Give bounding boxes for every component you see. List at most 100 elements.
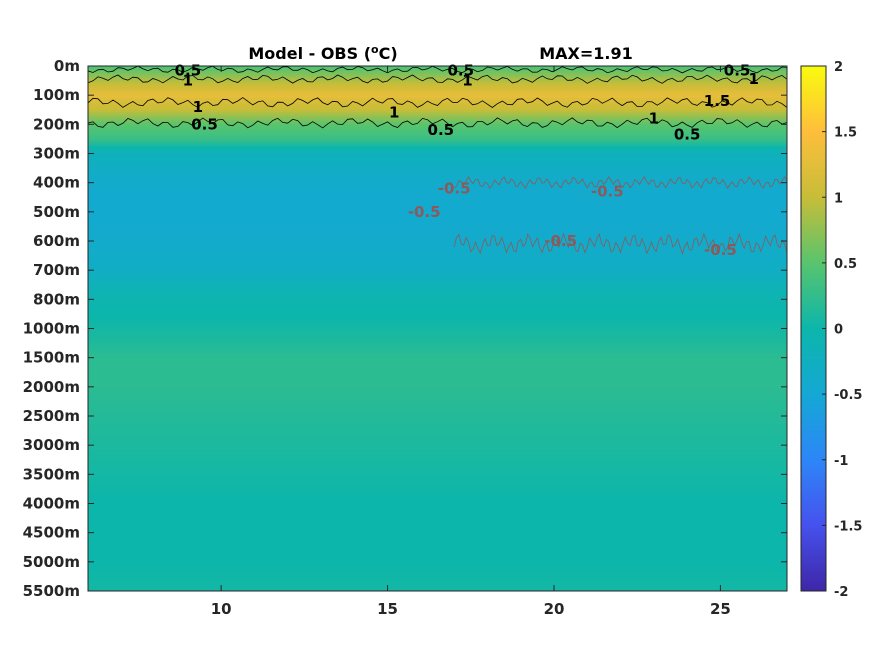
contour-label: -0.5 [704,241,737,259]
heatmap-band [88,318,787,325]
heatmap-band [88,552,787,558]
contour-label: 0.5 [428,121,455,139]
heatmap-band [88,459,787,466]
heatmap-band [88,70,787,74]
heatmap-band [88,542,787,548]
heatmap-band [88,134,787,138]
heatmap-band [88,381,787,388]
heatmap-band [88,469,787,475]
y-tick-label: 4000m [23,495,80,513]
heatmap-band [88,153,787,159]
heatmap-band [88,513,787,519]
heatmap-band [88,131,787,135]
heatmap-band [88,464,787,471]
y-tick-label: 200m [33,115,80,133]
y-tick-label: 5000m [23,553,80,571]
heatmap-band [88,236,787,242]
colorbar-tick-label: -1 [834,454,848,469]
heatmap-band [88,141,787,145]
heatmap-band [88,586,787,591]
heatmap-band [88,347,787,354]
contour-label: -0.5 [408,203,441,221]
heatmap-field [88,66,787,591]
contour-label: 0.5 [191,115,218,133]
heatmap-band [88,440,787,446]
colorbar-tick-label: 1.5 [834,126,857,141]
contour-line [453,232,787,255]
heatmap-band [88,143,787,147]
y-tick-label: 1000m [23,320,80,338]
heatmap-band [88,90,787,94]
colorbar [800,65,827,592]
heatmap-band [88,104,787,108]
colorbar-tick-label: 2 [834,60,843,75]
contour-label: 1 [193,98,203,116]
contour-label: 1 [389,104,399,122]
heatmap-band [88,406,787,412]
heatmap-band [88,102,787,106]
heatmap-band [88,202,787,208]
heatmap-band [88,556,787,563]
y-tick-label: 3500m [23,465,80,483]
heatmap-band [88,114,787,118]
heatmap-band [88,231,787,237]
contour-label: 1.5 [704,92,731,110]
heatmap-band [88,197,787,203]
heatmap-band [88,454,787,461]
heatmap-band [88,377,787,383]
heatmap-band [88,484,787,490]
colorbar-tick-label: 0.5 [834,257,857,272]
y-tick-label: 800m [33,290,80,308]
heatmap-band [88,304,787,310]
heatmap-band [88,260,787,266]
heatmap-band [88,401,787,407]
heatmap-band [88,284,787,291]
heatmap-band [88,581,787,587]
heatmap-band [88,126,787,130]
y-tick-label: 600m [33,232,80,250]
heatmap-band [88,508,787,514]
heatmap-band [88,100,787,104]
heatmap-band [88,66,787,70]
heatmap-band [88,136,787,140]
heatmap-band [88,430,787,437]
heatmap-band [88,138,787,142]
contour-line [88,97,787,108]
contour-lines [88,66,787,255]
contour-label: -0.5 [544,232,577,250]
heatmap-band [88,275,787,281]
colorbar-tick-label: -0.5 [834,388,862,403]
y-tick-label: 300m [33,145,80,163]
contour-label: 1 [649,110,659,128]
heatmap-band [88,92,787,96]
y-tick-label: 2000m [23,378,80,396]
heatmap-band [88,479,787,485]
y-tick-label: 3000m [23,436,80,454]
heatmap-band [88,211,787,218]
heatmap-band [88,323,787,330]
heatmap-band [88,343,787,349]
heatmap-band [88,416,787,422]
heatmap-band [88,148,787,152]
heatmap-band [88,435,787,441]
contour-line [88,74,787,84]
contour-line [88,117,787,129]
heatmap-band [88,450,787,456]
heatmap-band [88,367,787,373]
heatmap-band [88,182,787,189]
heatmap-band [88,117,787,121]
heatmap-band [88,97,787,101]
heatmap-band [88,299,787,305]
y-tick-label: 4500m [23,524,80,542]
heatmap-band [88,221,787,228]
chart-title: Model - OBS (oC) [248,43,397,64]
y-tick-label: 2500m [23,407,80,425]
heatmap-band [88,85,787,89]
heatmap-band [88,532,787,539]
heatmap-band [88,226,787,232]
heatmap-band [88,146,787,150]
colorbar-tick-label: 0 [834,323,843,338]
heatmap-band [88,498,787,505]
